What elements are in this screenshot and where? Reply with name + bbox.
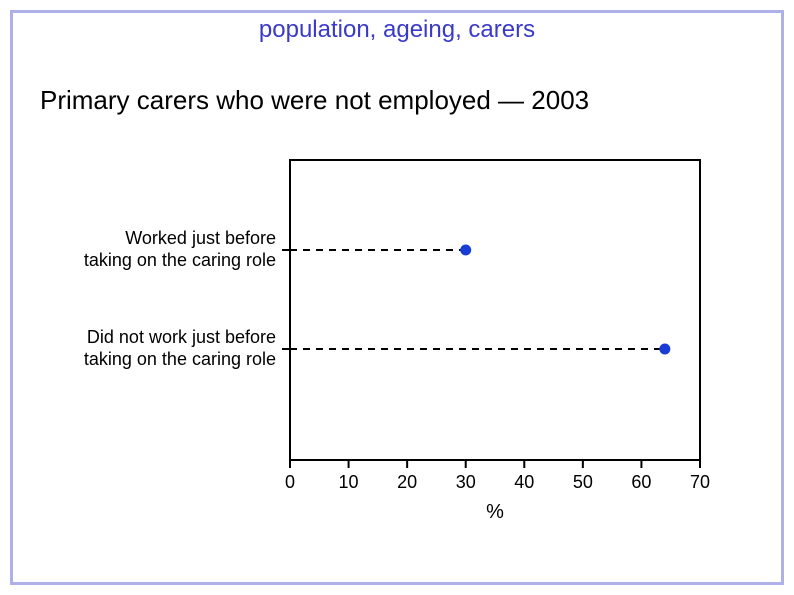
slide: population, ageing, carers Primary carer… <box>0 0 794 595</box>
dot-chart: Worked just beforetaking on the caring r… <box>70 150 730 550</box>
category-label-line1: Worked just before <box>125 228 276 248</box>
data-point <box>461 245 471 255</box>
x-tick-label: 40 <box>514 472 534 492</box>
x-tick-label: 70 <box>690 472 710 492</box>
x-tick-label: 30 <box>456 472 476 492</box>
x-tick-label: 20 <box>397 472 417 492</box>
chart-container: Worked just beforetaking on the caring r… <box>70 150 730 550</box>
category-label-line2: taking on the caring role <box>84 349 276 369</box>
chart-title: Primary carers who were not employed — 2… <box>40 85 754 116</box>
x-tick-label: 0 <box>285 472 295 492</box>
x-tick-label: 50 <box>573 472 593 492</box>
x-tick-label: 60 <box>631 472 651 492</box>
category-label-line2: taking on the caring role <box>84 250 276 270</box>
x-tick-label: 10 <box>339 472 359 492</box>
data-point <box>660 344 670 354</box>
category-label-line1: Did not work just before <box>87 327 276 347</box>
x-axis-title: % <box>486 501 504 523</box>
slide-header: population, ageing, carers <box>0 16 794 44</box>
